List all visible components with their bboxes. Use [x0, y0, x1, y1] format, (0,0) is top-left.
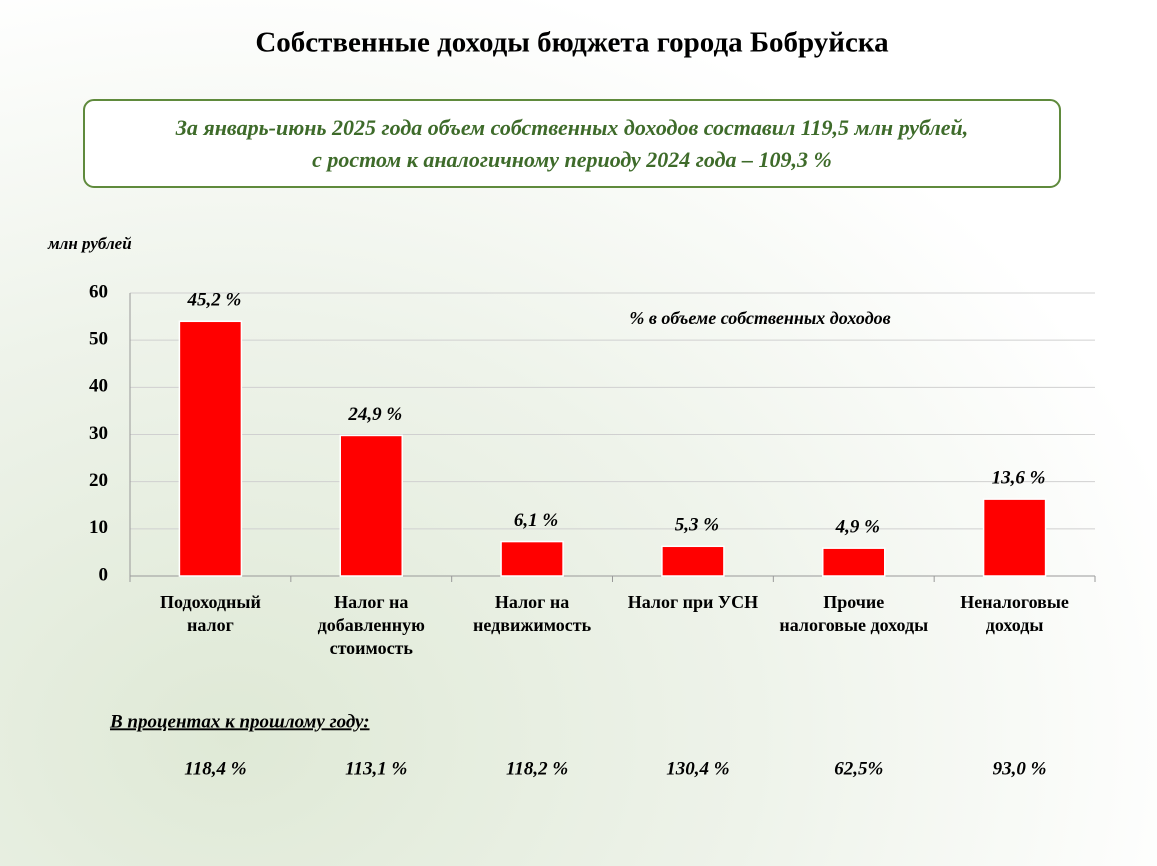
y-tick-label: 10 — [89, 517, 108, 538]
y-tick-label: 60 — [89, 281, 108, 302]
subtitle: с ростом к аналогичному периоду 2024 год… — [312, 147, 832, 172]
growth-value: 93,0 % — [993, 758, 1047, 779]
subtitle-box — [83, 99, 1061, 188]
annotation: % в объеме собственных доходов — [629, 308, 890, 328]
y-tick-label: 0 — [99, 564, 109, 585]
growth-title: В процентах к прошлому году: — [109, 711, 370, 732]
bar — [822, 547, 886, 577]
growth-value: 130,4 % — [666, 758, 729, 779]
y-tick-label: 30 — [89, 423, 108, 444]
x-tick-label: Налог при УСН — [627, 592, 759, 612]
bar — [661, 545, 725, 577]
growth-value: 62,5% — [834, 758, 883, 779]
growth-value: 118,4 % — [184, 758, 246, 779]
bar — [178, 320, 243, 577]
x-tick-label: Неналоговые доходы — [960, 592, 1069, 635]
share-label: 45,2 % — [187, 290, 242, 311]
y-axis-label: млн рублей — [47, 234, 132, 253]
x-tick-label: Прочие налоговые доходы — [779, 592, 929, 635]
share-label: 13,6 % — [992, 467, 1046, 488]
bar — [500, 540, 564, 577]
share-label: 24,9 % — [347, 404, 402, 425]
share-label: 6,1 % — [514, 510, 558, 531]
x-tick-label: Подоходный налог — [159, 592, 261, 635]
y-tick-label: 40 — [89, 376, 108, 397]
subtitle: За январь-июнь 2025 года объем собственн… — [175, 115, 969, 140]
y-tick-label: 50 — [89, 329, 108, 350]
share-label: 4,9 % — [835, 517, 880, 538]
chart-title: Собственные доходы бюджета города Бобруй… — [255, 27, 889, 59]
growth-value: 113,1 % — [345, 758, 407, 779]
y-tick-label: 20 — [89, 470, 108, 491]
bar — [982, 498, 1047, 577]
share-label: 5,3 % — [675, 515, 719, 536]
bar — [339, 434, 403, 577]
x-tick-label: Налог на недвижимость — [473, 592, 592, 635]
growth-value: 118,2 % — [506, 758, 568, 779]
x-tick-label: Налог на добавленную стоимость — [317, 592, 425, 658]
